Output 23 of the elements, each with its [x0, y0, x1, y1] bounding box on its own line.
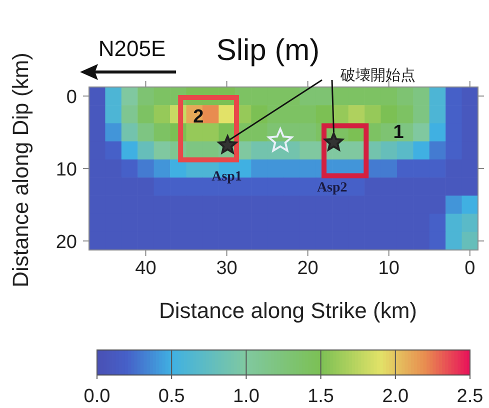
- color-bar-label: 1.5: [308, 386, 334, 407]
- y-axis-title: Distance along Dip (km): [8, 52, 33, 288]
- chart-title: Slip (m): [216, 34, 320, 67]
- text: 破壊開始点: [340, 67, 416, 84]
- x-tick-label: 30: [216, 258, 238, 279]
- annotation: 1: [393, 122, 404, 143]
- annotation: 2: [193, 106, 204, 128]
- color-bar-label: 2.5: [456, 386, 484, 407]
- x-axis-title: Distance along Strike (km): [159, 298, 417, 323]
- y-tick-label: 0: [66, 87, 77, 108]
- y-tick-label: 20: [56, 232, 77, 253]
- text: N205E: [98, 36, 166, 61]
- annotation: Asp1: [212, 170, 242, 185]
- x-tick-label: 0: [464, 258, 476, 279]
- annotation: Asp2: [316, 180, 348, 196]
- x-tick-label: 40: [135, 258, 156, 279]
- color-bar-label: 0.5: [158, 386, 185, 407]
- color-bar-label: 2.0: [382, 386, 409, 407]
- x-tick-label: 10: [378, 258, 400, 279]
- x-tick-label: 20: [297, 258, 318, 279]
- color-bar-label: 0.0: [84, 386, 110, 407]
- color-bar-label: 1.0: [232, 386, 260, 407]
- y-tick-label: 10: [56, 160, 77, 180]
